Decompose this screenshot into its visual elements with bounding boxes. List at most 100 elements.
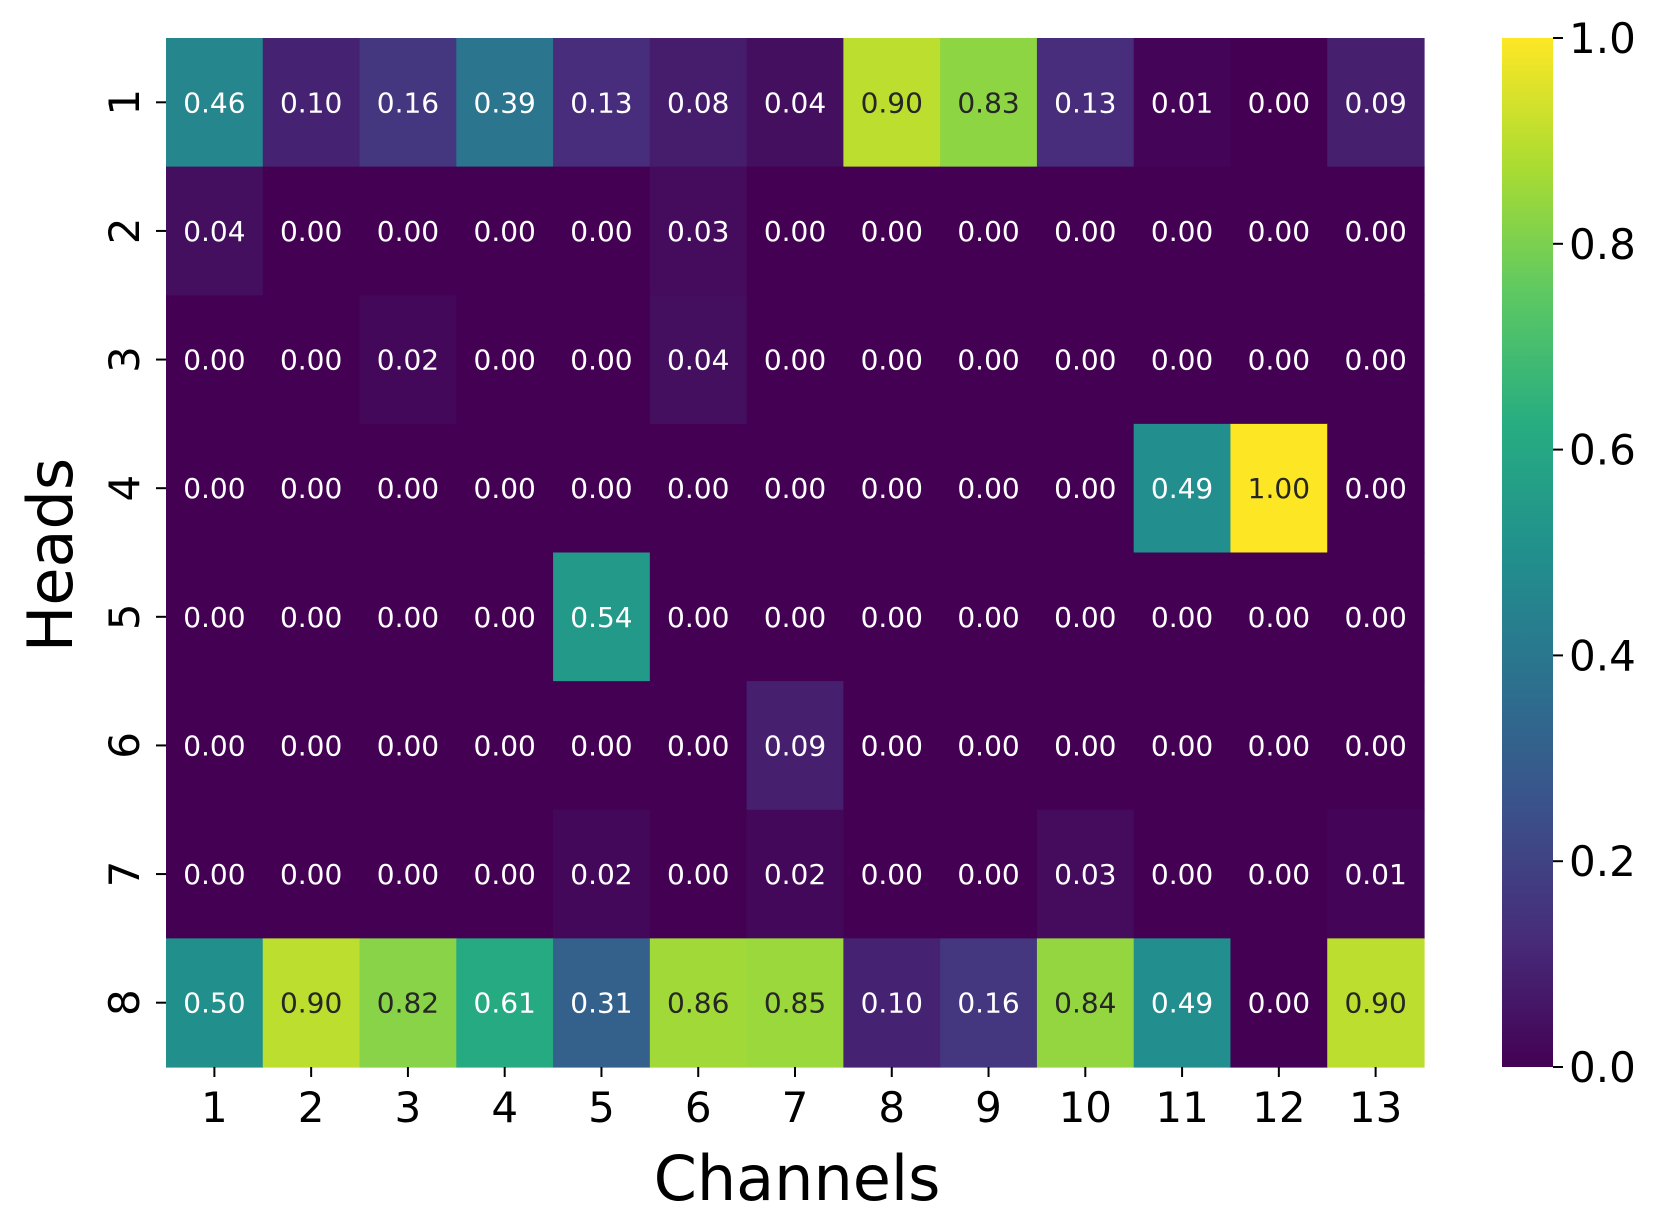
cell-value-label-r8-c6: 0.86 [667,987,729,1020]
cell-value-label-r4-c3: 0.00 [377,472,439,505]
heatmap-cell-r1-c5 [553,38,651,168]
heatmap-cell-r6-c2 [262,681,361,811]
cell-value-label-r5-c8: 0.00 [861,601,923,634]
heatmap-cell-r7-c4 [456,809,554,939]
x-axis: 1 2 3 4 5 6 7 8 9 10 11 12 13 [201,1067,1402,1132]
cell-value-label-r4-c2: 0.00 [280,472,342,505]
cell-value-label-r4-c8: 0.00 [861,472,923,505]
heatmap-cell-r1-c13 [1327,38,1425,168]
heatmap-cell-r5-c13 [1327,552,1425,682]
cell-value-label-r2-c2: 0.00 [280,215,342,248]
cell-value-label-r5-c4: 0.00 [474,601,536,634]
heatmap-cell-r7-c6 [649,809,748,939]
cell-value-label-r1-c1: 0.46 [183,86,245,119]
heatmap-cell-r2-c3 [359,166,457,296]
heatmap-cell-r6-c4 [456,681,554,811]
colorbar-tick-label-0.4: 0.4 [1569,631,1636,680]
cell-value-label-r5-c11: 0.00 [1151,601,1213,634]
x-tick-label-6: 6 [685,1083,712,1132]
heatmap-cell-r5-c7 [746,552,844,682]
cell-value-label-r1-c10: 0.13 [1054,86,1116,119]
cell-value-label-r1-c3: 0.16 [377,86,439,119]
heatmap-cell-r3-c12 [1230,295,1328,425]
heatmap-cell-r8-c2 [262,938,361,1068]
cell-value-label-r3-c4: 0.00 [474,344,536,377]
cell-value-label-r2-c11: 0.00 [1151,215,1213,248]
heatmap-cell-r8-c12 [1230,938,1328,1068]
heatmap-cell-r2-c9 [940,166,1038,296]
x-tick-label-12: 12 [1252,1083,1305,1132]
cell-value-label-r3-c10: 0.00 [1054,344,1116,377]
cell-value-label-r1-c8: 0.90 [861,86,923,119]
heatmap-cell-r1-c11 [1133,38,1232,168]
cell-value-label-r6-c10: 0.00 [1054,729,1116,762]
heatmap-cell-r4-c3 [359,423,457,554]
cell-value-label-r5-c9: 0.00 [957,601,1019,634]
heatmap-cell-r7-c13 [1327,809,1425,939]
cell-value-label-r2-c9: 0.00 [957,215,1019,248]
heatmap-cell-r1-c9 [940,38,1038,168]
cell-value-label-r1-c11: 0.01 [1151,86,1213,119]
cell-value-label-r6-c8: 0.00 [861,729,923,762]
heatmap-cells [166,38,1425,1068]
x-tick-label-11: 11 [1155,1083,1208,1132]
y-tick-label-7: 7 [100,861,149,888]
cell-value-label-r8-c3: 0.82 [377,987,439,1020]
heatmap-cell-r4-c2 [262,423,361,554]
cell-value-label-r2-c13: 0.00 [1344,215,1406,248]
heatmap-cell-r2-c10 [1036,166,1135,296]
cell-value-label-r7-c1: 0.00 [183,858,245,891]
cell-value-label-r5-c5: 0.54 [570,601,632,634]
y-tick-label-4: 4 [100,475,149,502]
y-axis: 1 2 3 4 5 6 7 8 [100,89,166,1016]
cell-value-labels: 0.46 0.10 0.16 0.39 0.13 0.08 0.04 0.90 0.83 0.13… [183,86,1407,1019]
heatmap-cell-r1-c3 [359,38,457,168]
cell-value-label-r7-c10: 0.03 [1054,858,1116,891]
heatmap-cell-r4-c4 [456,423,554,554]
heatmap-cell-r3-c11 [1133,295,1232,425]
colorbar-tick-label-0.6: 0.6 [1569,426,1636,475]
y-axis-label: Heads [14,458,87,652]
cell-value-label-r6-c7: 0.09 [764,729,826,762]
colorbar [1502,38,1553,1067]
cell-value-label-r7-c9: 0.00 [957,858,1019,891]
heatmap-cell-r2-c11 [1133,166,1232,296]
cell-value-label-r8-c12: 0.00 [1248,987,1310,1020]
heatmap-cell-r8-c3 [359,938,457,1068]
cell-value-label-r4-c1: 0.00 [183,472,245,505]
heatmap-cell-r1-c4 [456,38,554,168]
heatmap-cell-r8-c4 [456,938,554,1068]
cell-value-label-r3-c11: 0.00 [1151,344,1213,377]
cell-value-label-r1-c4: 0.39 [474,86,536,119]
cell-value-label-r2-c10: 0.00 [1054,215,1116,248]
cell-value-label-r6-c1: 0.00 [183,729,245,762]
y-tick-label-1: 1 [100,89,149,116]
heatmap-cell-r5-c8 [843,552,941,682]
cell-value-label-r1-c7: 0.04 [764,86,826,119]
cell-value-label-r2-c6: 0.03 [667,215,729,248]
heatmap-cell-r2-c2 [262,166,361,296]
cell-value-label-r8-c4: 0.61 [474,987,536,1020]
cell-value-label-r2-c7: 0.00 [764,215,826,248]
cell-value-label-r6-c5: 0.00 [570,729,632,762]
heatmap-cell-r7-c8 [843,809,941,939]
heatmap-cell-r7-c1 [166,809,264,939]
heatmap-cell-r4-c6 [649,423,748,554]
cell-value-label-r5-c6: 0.00 [667,601,729,634]
heatmap-cell-r3-c4 [456,295,554,425]
cell-value-label-r2-c3: 0.00 [377,215,439,248]
cell-value-label-r6-c4: 0.00 [474,729,536,762]
x-tick-label-4: 4 [491,1083,518,1132]
cell-value-label-r8-c11: 0.49 [1151,987,1213,1020]
heatmap-cell-r5-c2 [262,552,361,682]
colorbar-tick-label-0.2: 0.2 [1569,837,1636,886]
cell-value-label-r3-c13: 0.00 [1344,344,1406,377]
cell-value-label-r7-c7: 0.02 [764,858,826,891]
cell-value-label-r2-c4: 0.00 [474,215,536,248]
heatmap-cell-r2-c4 [456,166,554,296]
x-tick-label-10: 10 [1059,1083,1112,1132]
y-tick-label-2: 2 [100,218,149,245]
heatmap-cell-r1-c7 [746,38,844,168]
heatmap-cell-r3-c13 [1327,295,1425,425]
